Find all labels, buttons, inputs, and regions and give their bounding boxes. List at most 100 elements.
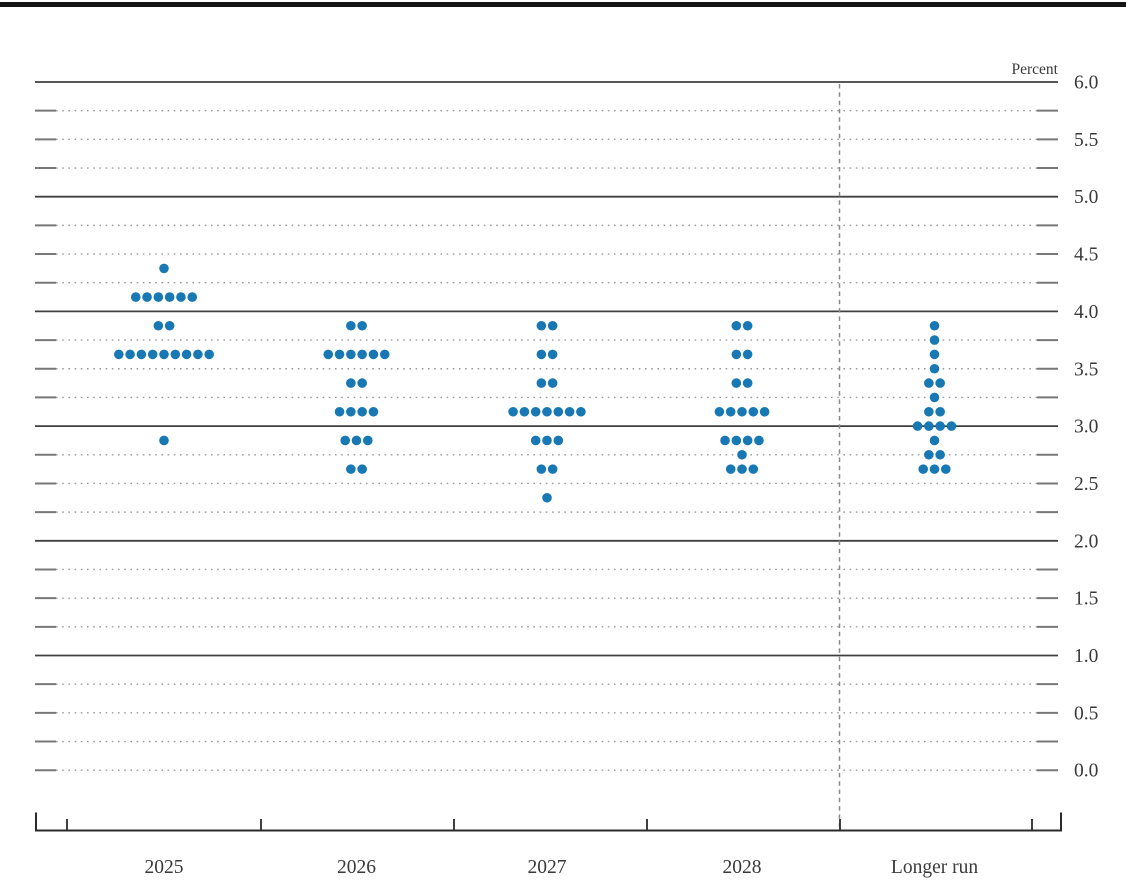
projection-dot (547, 320, 558, 331)
projection-dot (742, 435, 753, 446)
y-axis-label: 1.5 (1074, 589, 1098, 610)
y-axis-label: 5.5 (1074, 130, 1098, 151)
projection-dot (204, 349, 214, 360)
projection-dot (542, 435, 552, 446)
projection-dot (351, 435, 362, 446)
x-axis-label: Longer run (891, 857, 978, 878)
projection-dot (519, 406, 530, 417)
y-axis-label: 0.5 (1074, 703, 1098, 724)
projection-dot (530, 406, 541, 417)
projection-dot (929, 335, 940, 345)
projection-dot (334, 406, 345, 417)
projection-dot (725, 464, 736, 474)
projection-dot (357, 320, 367, 331)
projection-dot (754, 435, 764, 446)
projection-dot (929, 320, 940, 331)
projection-dot (159, 263, 169, 274)
y-axis-label: 4.5 (1074, 245, 1098, 266)
projection-dot (340, 435, 351, 446)
y-axis-label: 0.0 (1074, 761, 1098, 782)
projection-dot (130, 292, 141, 302)
projection-dot (929, 392, 940, 403)
projection-dot (368, 406, 379, 417)
projection-dot (153, 320, 164, 331)
projection-dot (924, 378, 934, 388)
projection-dot (323, 349, 334, 360)
projection-dot (731, 320, 742, 331)
projection-dot (530, 435, 541, 446)
y-axis-label: 3.5 (1074, 359, 1098, 380)
projection-dot (379, 349, 390, 360)
projection-dot (334, 349, 345, 360)
projection-dot (742, 320, 753, 331)
projection-dot (159, 349, 169, 360)
projection-dot (929, 363, 940, 374)
projection-dot (731, 435, 742, 446)
projection-dot (737, 449, 747, 460)
projection-dot (714, 406, 725, 417)
projection-dot (935, 406, 945, 417)
y-axis-label: 6.0 (1074, 73, 1098, 94)
projection-dot (508, 406, 518, 417)
projection-dot (536, 349, 547, 360)
projection-dot (725, 406, 736, 417)
projection-dot (731, 349, 742, 360)
projection-dot (346, 320, 356, 331)
projection-dot (553, 435, 564, 446)
projection-dot (363, 435, 373, 446)
projection-dot (147, 349, 158, 360)
projection-dot (946, 421, 957, 431)
projection-dot (357, 349, 367, 360)
projection-dot (935, 449, 945, 460)
projection-dot (164, 292, 175, 302)
projection-dot (368, 349, 379, 360)
projection-dot (357, 464, 367, 474)
projection-dot (576, 406, 586, 417)
y-axis-label: 2.0 (1074, 531, 1098, 552)
projection-dot (924, 421, 934, 431)
y-axis-label: 4.0 (1074, 302, 1098, 323)
projection-dot (346, 378, 356, 388)
projection-dot (935, 421, 945, 431)
projection-dot (142, 292, 152, 302)
top-rule (0, 2, 1126, 7)
projection-dot (924, 449, 934, 460)
projection-dot (187, 292, 198, 302)
projection-dot (748, 464, 759, 474)
projection-dot (542, 406, 552, 417)
projection-dot (346, 406, 356, 417)
projection-dot (742, 349, 753, 360)
projection-dot (929, 349, 940, 360)
projection-dot (929, 435, 940, 446)
projection-dot (536, 464, 547, 474)
projection-dot (114, 349, 124, 360)
projection-dot (181, 349, 192, 360)
y-axis-label: 3.0 (1074, 417, 1098, 438)
projection-dot (193, 349, 203, 360)
y-axis-unit-label: Percent (1012, 61, 1059, 78)
projection-dot (742, 378, 753, 388)
projection-dot (536, 320, 547, 331)
projection-dot (759, 406, 770, 417)
x-axis-label: 2027 (528, 857, 567, 878)
projection-dot (564, 406, 575, 417)
y-axis-label: 5.0 (1074, 187, 1098, 208)
x-axis-label: 2026 (337, 857, 376, 878)
projection-dot (929, 464, 940, 474)
projection-dot (547, 378, 558, 388)
projection-dot (924, 406, 934, 417)
projection-dot (170, 349, 181, 360)
projection-dot (536, 378, 547, 388)
x-axis-label: 2025 (145, 857, 184, 878)
projection-dot (912, 421, 923, 431)
projection-dot (125, 349, 135, 360)
projection-dot (731, 378, 742, 388)
projection-dot (346, 349, 356, 360)
projection-dot (542, 492, 552, 503)
projection-dot (176, 292, 186, 302)
projection-dot (159, 435, 169, 446)
x-axis-label: 2028 (723, 857, 762, 878)
projection-dot (553, 406, 564, 417)
y-axis-label: 2.5 (1074, 474, 1098, 495)
